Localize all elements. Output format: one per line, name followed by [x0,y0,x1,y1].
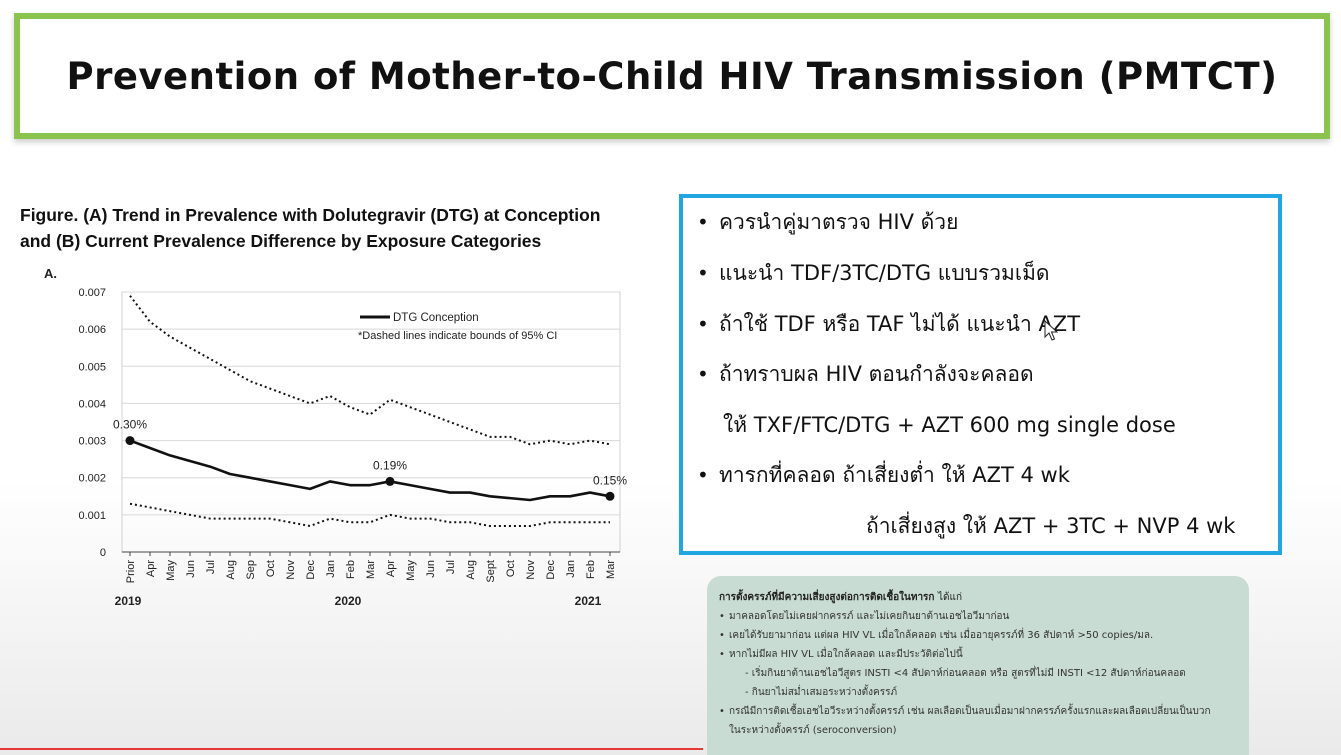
x-tick-label: Mar [605,560,617,579]
bullet-item: • ควรนำคู่มาตรวจ HIV ด้วย [697,210,959,234]
bullet-item: • ทารกที่คลอด ถ้าเสี่ยงต่ำ ให้ AZT 4 wk [697,463,1070,487]
x-tick-label: Oct [505,560,517,577]
x-tick-label: Apr [145,560,157,577]
year-label: 2021 [575,594,602,608]
annotation-point [125,436,135,446]
bullet-text: แนะนำ TDF/3TC/DTG แบบรวมเม็ด [719,261,1050,285]
y-tick-label: 0.002 [78,473,106,485]
x-tick-label: Nov [525,560,537,580]
figure-caption: Figure. (A) Trend in Prevalence with Dol… [20,202,670,254]
bullet-text: ถ้าทราบผล HIV ตอนกำลังจะคลอด [719,362,1034,386]
bullet-box: • ควรนำคู่มาตรวจ HIV ด้วย • แนะนำ TDF/3TC/… [679,194,1282,555]
legend-label: DTG Conception [393,312,479,324]
note-subitem: - เริ่มกินยาต้านเอชไอวีสูตร INSTI <4 สัป… [745,668,1186,679]
slide-title: Prevention of Mother-to-Child HIV Transm… [66,55,1278,98]
note-item-continuation: ในระหว่างตั้งครรภ์ (seroconversion) [729,725,897,736]
x-tick-label: Feb [345,560,357,579]
year-label: 2020 [335,594,362,608]
note-subitem: - กินยาไม่สม่ำเสมอระหว่างตั้งครรภ์ [745,687,898,698]
panel-label: A. [44,266,57,281]
note-item: หากไม่มีผล HIV VL เมื่อใกล้คลอด และมีประ… [719,645,1239,664]
figure-caption-line2: and (B) Current Prevalence Difference by… [20,231,542,251]
x-tick-label: Apr [385,560,397,577]
risk-note-box: การตั้งครรภ์ที่มีความเสี่ยงสูงต่อการติดเ… [707,576,1249,755]
bullet-text: ถ้าใช้ TDF หรือ TAF ไม่ได้ แนะนำ AZT [719,312,1081,336]
bullet-item: • ถ้าทราบผล HIV ตอนกำลังจะคลอด [697,362,1034,386]
bullet-continuation: ถ้าเสี่ยงสูง ให้ AZT + 3TC + NVP 4 wk [866,514,1236,538]
x-tick-label: Mar [365,560,377,579]
y-tick-label: 0 [100,547,106,559]
bullet-text: ทารกที่คลอด ถ้าเสี่ยงต่ำ ให้ AZT 4 wk [719,463,1070,487]
x-tick-label: Dec [305,560,317,580]
x-tick-label: Jul [445,560,457,574]
bullet-text: ควรนำคู่มาตรวจ HIV ด้วย [719,210,959,234]
note-item: กรณีมีการติดเชื้อเอชไอวีระหว่างตั้งครรภ์… [719,702,1239,721]
y-tick-label: 0.005 [78,361,106,373]
annotation-label: 0.30% [113,418,147,432]
dtg-conception-line [129,439,611,502]
x-tick-label: Jan [565,560,577,578]
annotation-label: 0.15% [593,473,627,487]
y-tick-label: 0.006 [78,324,106,336]
x-tick-label: Jul [205,560,217,574]
note-item: มาคลอดโดยไม่เคยฝากครรภ์ และไม่เคยกินยาต้… [719,607,1239,626]
x-tick-label: Feb [585,560,597,579]
ci-bound-line [129,502,610,527]
y-tick-label: 0.003 [78,436,106,448]
y-tick-label: 0.001 [78,510,106,522]
x-tick-label: May [165,560,177,581]
accent-line [0,748,703,750]
x-tick-label: Aug [225,560,237,580]
legend-note: *Dashed lines indicate bounds of 95% CI [358,330,557,342]
annotation-point [605,491,615,501]
y-tick-label: 0.007 [78,287,106,299]
note-item: เคยได้รับยามาก่อน แต่ผล HIV VL เมื่อใกล้… [719,626,1239,645]
ci-bound-line [129,295,611,446]
bullet-item: • ถ้าใช้ TDF หรือ TAF ไม่ได้ แนะนำ AZT [697,312,1081,336]
annotation-label: 0.19% [373,458,407,472]
x-tick-label: Oct [265,560,277,577]
mouse-cursor-icon [1044,320,1058,341]
x-tick-label: Aug [465,560,477,580]
x-tick-label: Nov [285,560,297,580]
bullet-continuation: ให้ TXF/FTC/DTG + AZT 600 mg single dose [723,413,1176,437]
x-tick-label: Sep [245,560,257,580]
year-label: 2019 [115,594,142,608]
x-tick-label: Jun [185,560,197,578]
prevalence-chart: A. 0 0.001 0.002 0.003 0.004 0.005 0.006 0.007 Pr… [44,266,627,608]
x-tick-label: Sept [485,560,497,583]
x-tick-label: Jan [325,560,337,578]
y-tick-label: 0.004 [78,398,106,410]
figure-caption-line1: Figure. (A) Trend in Prevalence with Dol… [20,205,601,225]
x-tick-label: Jun [425,560,437,578]
x-tick-label: May [405,560,417,581]
title-box: Prevention of Mother-to-Child HIV Transm… [14,13,1330,139]
bullet-item: • แนะนำ TDF/3TC/DTG แบบรวมเม็ด [697,261,1050,285]
x-tick-label: Prior [125,560,137,584]
annotation-point [385,476,395,486]
x-tick-label: Dec [545,560,557,580]
note-heading: การตั้งครรภ์ที่มีความเสี่ยงสูงต่อการติดเ… [719,592,962,603]
